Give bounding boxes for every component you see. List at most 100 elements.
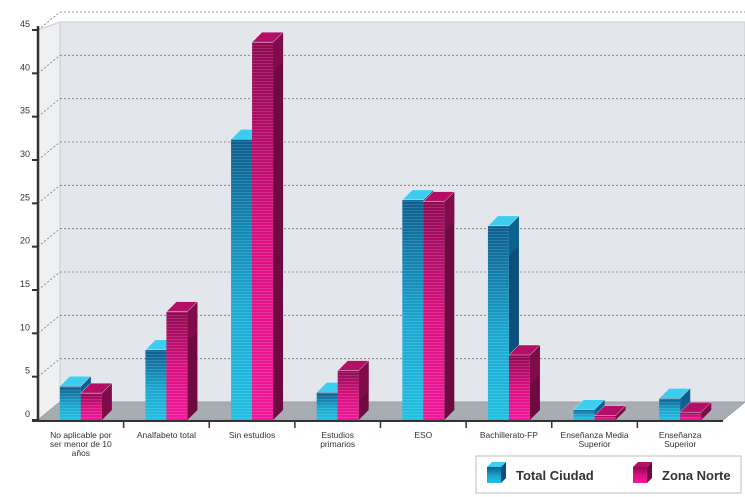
gridline-depth — [37, 55, 61, 74]
bar-front-texture — [680, 412, 702, 420]
bar-zona-norte-1 — [165, 301, 198, 420]
y-tick-label: 40 — [20, 62, 30, 72]
bar-top — [658, 388, 691, 399]
bar-front-texture — [59, 386, 81, 420]
legend-label-zona-norte: Zona Norte — [662, 468, 731, 483]
bar-side-highlight — [358, 360, 369, 401]
bar-side-highlight — [444, 191, 455, 232]
x-category-label: Sin estudios — [229, 430, 275, 440]
bar-front-texture — [337, 370, 359, 420]
x-category-label: ESO — [414, 430, 432, 440]
bar-top — [594, 405, 627, 416]
bar-zona-norte-3 — [337, 360, 370, 420]
x-category-label-line: Superior — [578, 439, 610, 449]
x-category-label: Estudios primarios — [320, 430, 355, 449]
x-category-label: Analfabeto total — [137, 430, 196, 440]
x-category-label: No aplicable por ser menor de 10 años — [50, 430, 112, 458]
bar-side-highlight — [187, 301, 198, 342]
legend-swatch-top — [487, 462, 506, 467]
bar-front-texture — [402, 199, 424, 420]
bar-top — [59, 376, 92, 387]
bar-top — [401, 189, 434, 201]
legend-swatch-front — [487, 467, 501, 483]
bar-front-texture — [573, 409, 595, 420]
legend-swatch-zona-norte — [633, 462, 652, 483]
bar-side-highlight — [701, 402, 712, 420]
bar-front-texture — [166, 311, 188, 420]
x-category-label-line: Superior — [664, 439, 696, 449]
y-tick-label: 5 — [25, 366, 30, 376]
bar-front-texture — [80, 393, 102, 420]
x-category-label: Enseñanza Superior — [659, 430, 702, 449]
bar-zona-norte-2 — [251, 31, 284, 421]
legend: Total Ciudad Zona Norte — [475, 455, 742, 494]
bar-zona-norte-5 — [508, 344, 541, 420]
x-category-label-line: primarios — [320, 439, 355, 449]
bar-top — [573, 399, 606, 410]
bar-side — [444, 191, 455, 420]
bar-total-ciudad-5 — [487, 215, 520, 420]
bar-front-texture — [316, 392, 338, 420]
bar-front-texture — [508, 355, 530, 420]
bar-front-texture — [423, 201, 445, 420]
gridline-depth — [37, 98, 61, 117]
y-tick-label: 15 — [20, 279, 30, 289]
legend-label-total-ciudad: Total Ciudad — [516, 468, 594, 483]
gridline-depth — [37, 271, 61, 291]
x-category-label-line: No aplicable por — [50, 430, 112, 440]
x-category-label-line: Enseñanza — [659, 430, 702, 440]
legend-box — [475, 455, 742, 494]
legend-swatch-front — [633, 467, 647, 483]
bar-zona-norte-6 — [594, 405, 627, 420]
bar-top — [508, 344, 541, 356]
bar-zona-norte-0 — [80, 382, 113, 420]
x-category-label-line: Analfabeto total — [137, 430, 196, 440]
y-tick-label: 35 — [20, 106, 30, 116]
bar-top — [337, 360, 370, 371]
bar-front-texture — [487, 225, 509, 420]
bar-front-texture — [145, 349, 167, 420]
side-wall — [37, 21, 61, 422]
gridline-depth — [37, 315, 61, 334]
gridline-depth — [37, 11, 61, 31]
bar-top — [251, 31, 284, 43]
x-category-label-line: Estudios — [321, 430, 354, 440]
x-category-label-line: Enseñanza Media — [561, 430, 629, 440]
x-category-label-line: Sin estudios — [229, 430, 275, 440]
bar-side-highlight — [508, 215, 519, 256]
floor — [36, 401, 745, 421]
bar-side — [273, 32, 284, 421]
y-tick-label: 45 — [20, 19, 30, 29]
bar-zona-norte-7 — [679, 402, 712, 420]
legend-swatch-total-ciudad — [487, 462, 506, 483]
gridline-depth — [37, 141, 61, 161]
bar-top — [80, 382, 113, 394]
bar-front-texture — [659, 398, 681, 420]
gridline-depth — [37, 228, 61, 247]
y-tick-label: 25 — [20, 192, 30, 202]
bar-top — [679, 402, 712, 413]
bar-front-texture — [252, 42, 274, 421]
x-category-label: Enseñanza Media Superior — [561, 430, 629, 449]
x-category-label-line: Bachillerato-FP — [480, 430, 538, 440]
bar-top — [165, 301, 198, 312]
bar-side-highlight — [101, 383, 112, 420]
x-category-label: Bachillerato-FP — [480, 430, 538, 440]
y-tick-label: 20 — [20, 236, 30, 246]
legend-swatch-side — [501, 462, 506, 483]
x-category-label-line: ser menor de 10 — [50, 439, 112, 449]
y-tick-label: 30 — [20, 149, 30, 159]
x-category-label-line: años — [72, 448, 90, 458]
bar-front-texture — [594, 415, 616, 420]
bar-top — [422, 191, 455, 202]
bar-top — [487, 215, 520, 227]
legend-swatch-top — [633, 462, 652, 467]
bar-zona-norte-4 — [422, 191, 455, 420]
bar-side-highlight — [615, 405, 626, 420]
legend-swatch-side — [647, 462, 652, 483]
x-category-label-line: ESO — [414, 430, 432, 440]
y-tick-label: 10 — [20, 322, 30, 332]
gridline-depth — [37, 358, 61, 377]
y-tick-label: 0 — [25, 409, 30, 419]
